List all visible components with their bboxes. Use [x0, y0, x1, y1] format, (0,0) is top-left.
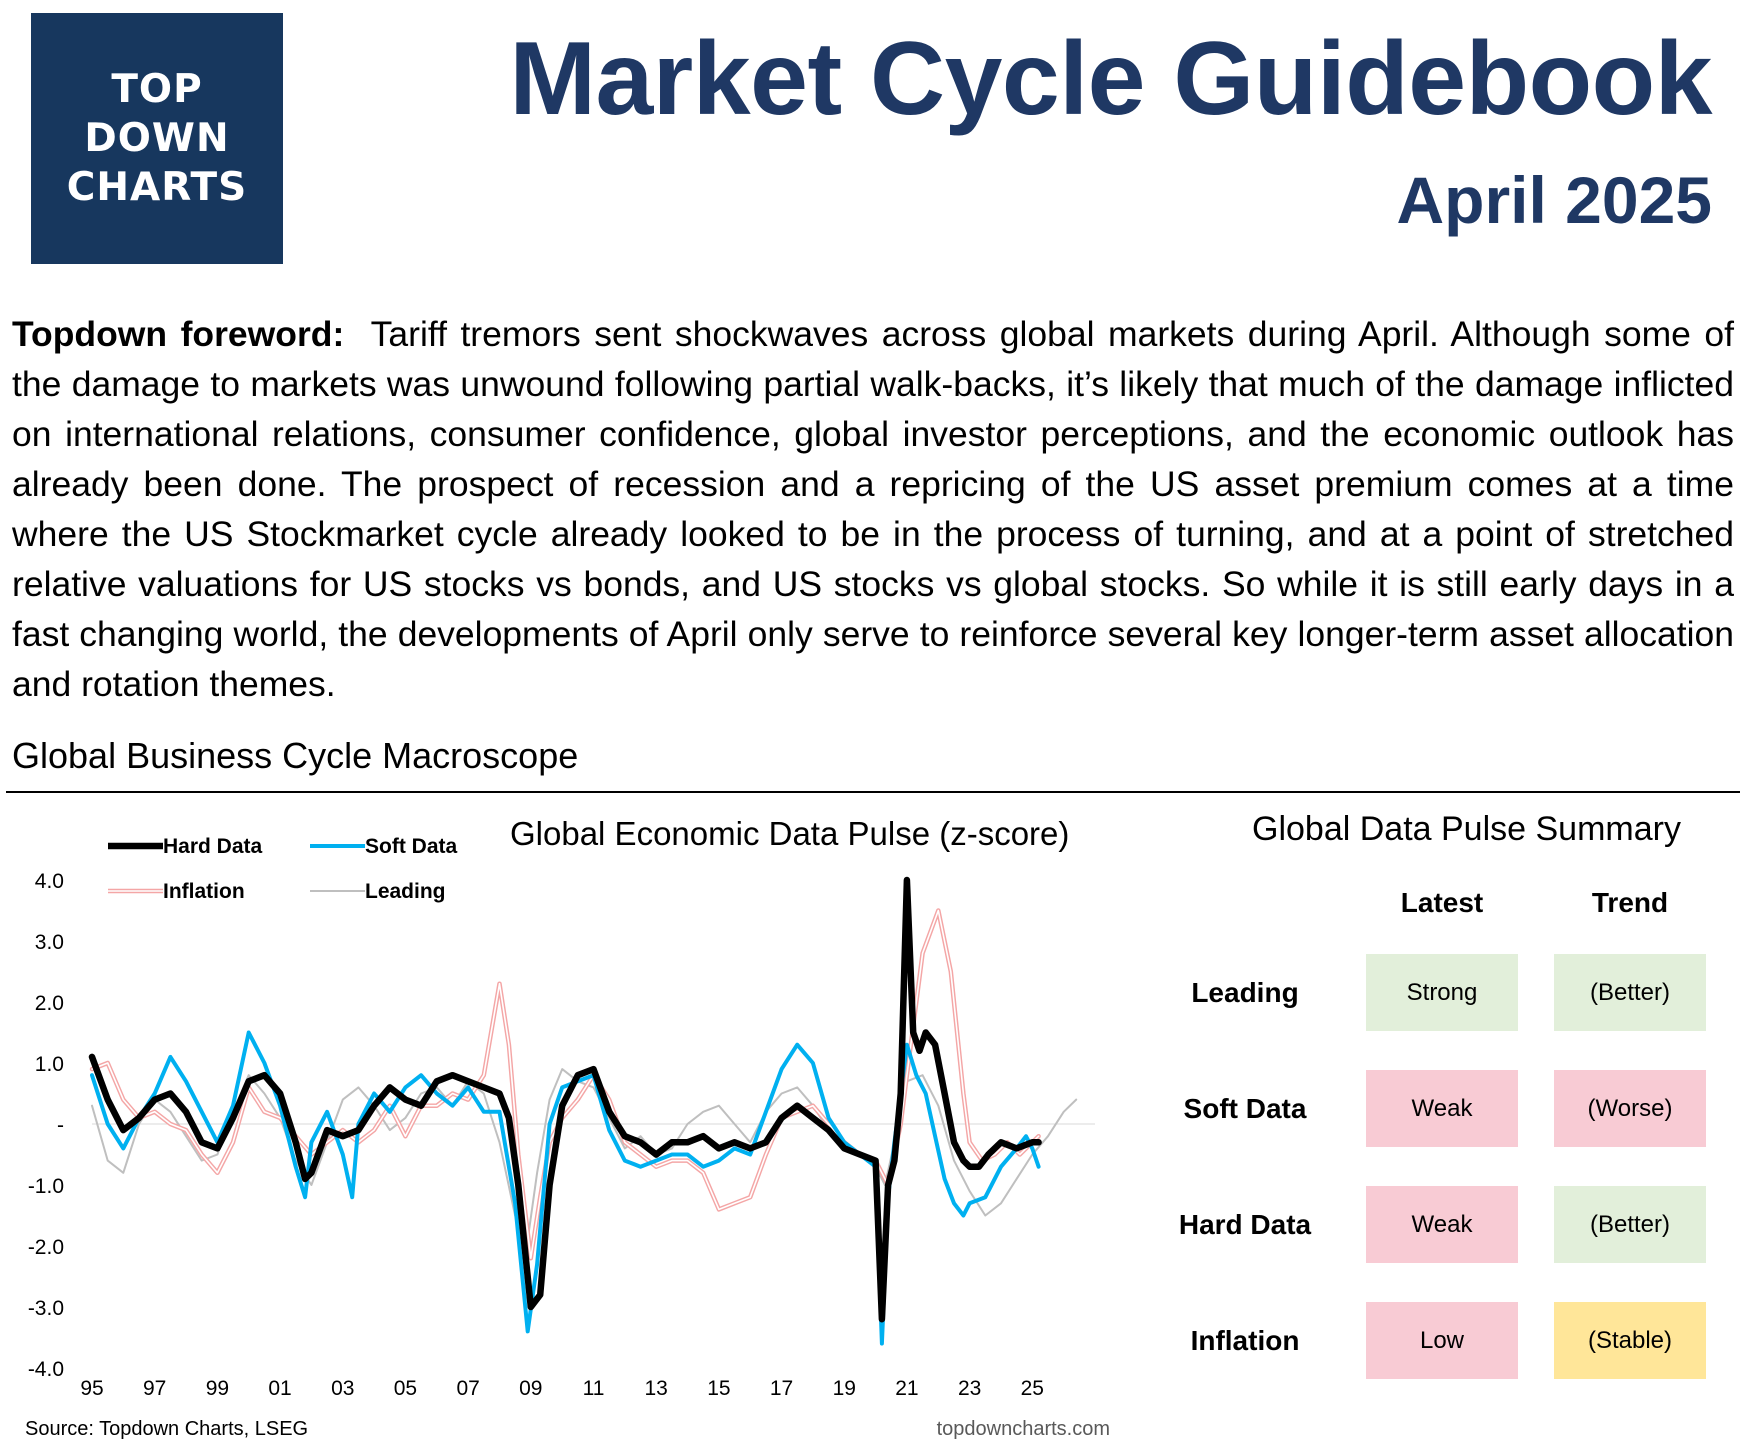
cell-soft-data-latest: Weak [1366, 1070, 1518, 1147]
x-tick-label: 15 [707, 1377, 730, 1400]
cell-leading-latest: Strong [1366, 954, 1518, 1031]
legend-label-inflation: Inflation [163, 880, 245, 903]
series-line-inflation-inner [91, 909, 1040, 1260]
foreword-paragraph: Topdown foreword: Tariff tremors sent sh… [12, 309, 1734, 709]
chart-watermark: topdowncharts.com [937, 1418, 1110, 1440]
cell-inflation-latest: Low [1366, 1302, 1518, 1379]
x-tick-label: 97 [143, 1377, 166, 1400]
section-title: Global Business Cycle Macroscope [12, 735, 579, 776]
y-tick-label: - [57, 1114, 64, 1137]
foreword-label: Topdown foreword: [12, 314, 345, 354]
x-tick-label: 13 [645, 1377, 668, 1400]
data-pulse-chart: 4.0 3.0 2.0 1.0 - -1.0 -2.0 -3.0 -4.0 95 97 99 01 03 0… [25, 815, 1110, 1440]
x-tick-label: 25 [1021, 1377, 1044, 1400]
report-date: April 2025 [1396, 163, 1713, 237]
x-tick-label: 01 [268, 1377, 291, 1400]
x-tick-label: 21 [895, 1377, 918, 1400]
y-tick-label: -4.0 [28, 1358, 64, 1381]
logo-line-1: TOP [111, 67, 203, 112]
section-divider [6, 791, 1740, 793]
chart-title: Global Economic Data Pulse (z-score) [510, 815, 1069, 852]
cell-leading-trend: (Better) [1554, 954, 1706, 1031]
series-line-soft-data [90, 1030, 1041, 1346]
summary-title: Global Data Pulse Summary [1252, 810, 1681, 848]
chart-source: Source: Topdown Charts, LSEG [25, 1418, 308, 1440]
legend-label-soft-data: Soft Data [365, 835, 457, 858]
x-tick-label: 07 [456, 1377, 479, 1400]
logo-line-3: CHARTS [66, 165, 248, 210]
logo-line-2: DOWN [84, 116, 230, 161]
legend-label-hard-data: Hard Data [163, 835, 263, 858]
x-tick-label: 95 [80, 1377, 103, 1400]
cell-soft-data-trend: (Worse) [1554, 1070, 1706, 1147]
x-tick-label: 11 [583, 1377, 605, 1400]
series-line-hard-data [88, 876, 1042, 1323]
x-tick-label: 05 [394, 1377, 417, 1400]
y-tick-label: -2.0 [28, 1236, 64, 1259]
x-tick-label: 19 [833, 1377, 856, 1400]
cell-hard-data-trend: (Better) [1554, 1186, 1706, 1263]
x-tick-label: 99 [206, 1377, 229, 1400]
x-tick-label: 17 [770, 1377, 793, 1400]
y-tick-label: 4.0 [35, 870, 64, 893]
x-tick-label: 23 [958, 1377, 981, 1400]
row-label-leading: Leading [1191, 977, 1299, 1008]
column-header-trend: Trend [1591, 887, 1669, 918]
row-label-inflation: Inflation [1190, 1325, 1300, 1356]
row-label-soft-data: Soft Data [1183, 1093, 1307, 1124]
x-tick-label: 03 [331, 1377, 354, 1400]
y-tick-label: -3.0 [28, 1297, 64, 1320]
y-tick-label: 3.0 [35, 931, 64, 954]
foreword-text: Tariff tremors sent shockwaves across gl… [12, 314, 1735, 704]
legend-label-leading: Leading [365, 880, 446, 903]
column-header-latest: Latest [1400, 887, 1484, 918]
x-tick-label: 09 [519, 1377, 542, 1400]
y-tick-label: -1.0 [28, 1175, 64, 1198]
cell-inflation-trend: (Stable) [1554, 1302, 1706, 1379]
row-label-hard-data: Hard Data [1178, 1209, 1312, 1240]
cell-hard-data-latest: Weak [1366, 1186, 1518, 1263]
y-tick-label: 2.0 [35, 992, 64, 1015]
page-title: Market Cycle Guidebook [509, 21, 1712, 137]
topdown-charts-logo: TOP DOWN CHARTS [31, 13, 283, 264]
y-tick-label: 1.0 [35, 1053, 64, 1076]
